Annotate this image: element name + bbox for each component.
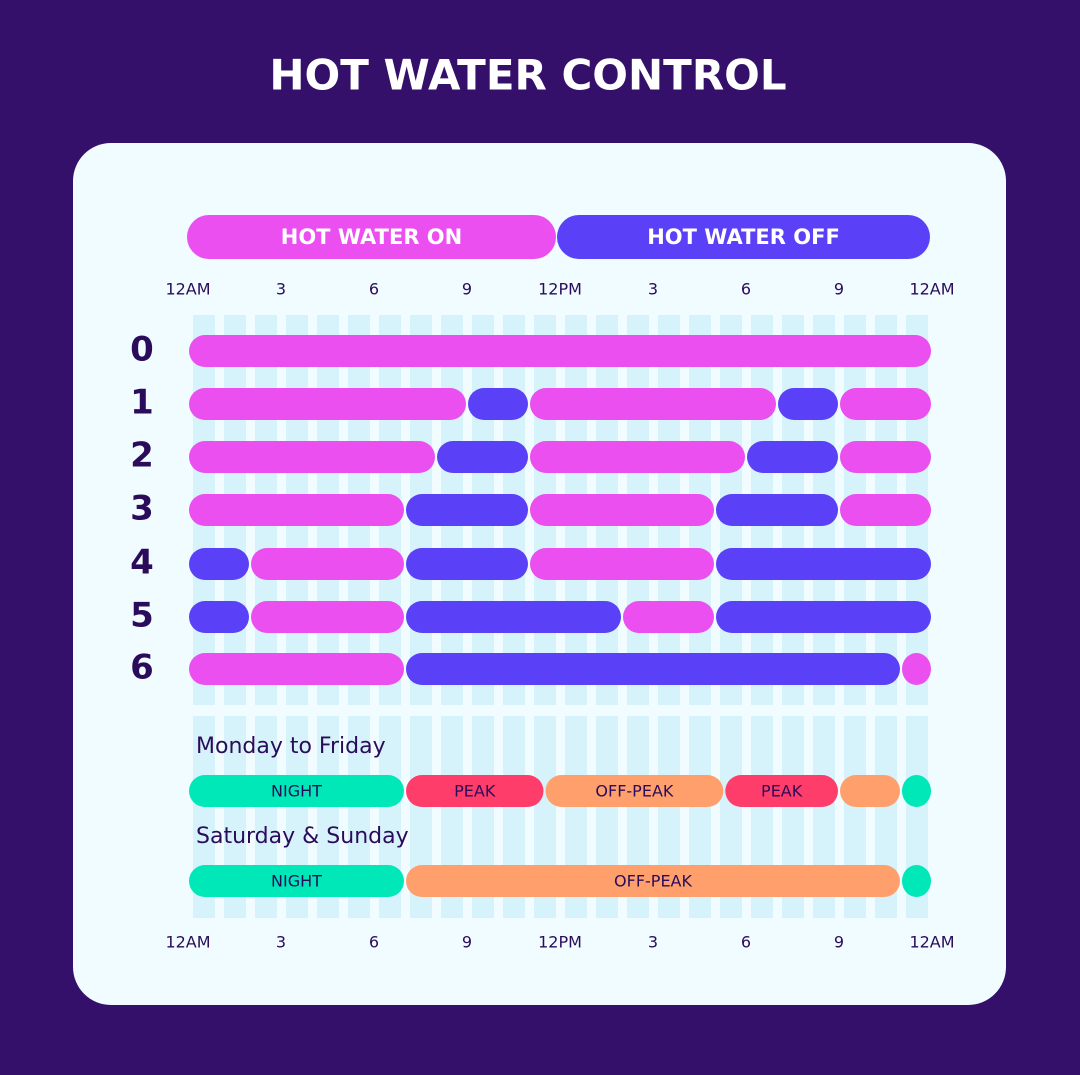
time-tick-label: 9 [834, 933, 844, 952]
program-segment [902, 653, 931, 685]
tariff-label: NIGHT [271, 872, 322, 891]
tariff-label: PEAK [761, 782, 803, 801]
program-label: 3 [130, 489, 154, 529]
program-segment [468, 388, 528, 420]
time-tick-label: 6 [369, 933, 379, 952]
program-label: 6 [130, 648, 154, 688]
tariff-segment [902, 775, 931, 807]
program-segment [437, 441, 528, 473]
program-segment [189, 335, 931, 367]
program-segment [189, 601, 249, 633]
time-tick-label: 9 [834, 280, 844, 299]
program-segment [189, 653, 404, 685]
program-segment [840, 494, 931, 526]
program-segment [716, 548, 931, 580]
time-tick-label: 12PM [538, 933, 582, 952]
program-segment [530, 441, 745, 473]
title: HOT WATER CONTROL [269, 51, 786, 100]
legend-label: HOT WATER ON [281, 225, 462, 249]
tariff-label: OFF-PEAK [595, 782, 673, 801]
program-segment [189, 548, 249, 580]
tariff-day-label: Saturday & Sunday [196, 824, 409, 849]
program-label: 4 [130, 543, 154, 583]
tariff-segment [545, 775, 724, 807]
program-segment [716, 494, 838, 526]
tariff-segment [406, 775, 544, 807]
tariff-segment [189, 865, 404, 897]
program-segment [840, 441, 931, 473]
time-tick-label: 12AM [909, 280, 954, 299]
tariff-day-label: Monday to Friday [196, 734, 386, 759]
tariff-segment [189, 775, 404, 807]
program-segment [251, 548, 404, 580]
time-tick-label: 3 [648, 933, 658, 952]
program-label: 5 [130, 596, 154, 636]
program-label: 0 [130, 330, 154, 370]
program-segment [623, 601, 714, 633]
program-segment [406, 494, 528, 526]
program-segment [840, 388, 931, 420]
time-tick-label: 6 [741, 933, 751, 952]
time-tick-label: 6 [741, 280, 751, 299]
time-tick-label: 9 [462, 280, 472, 299]
program-segment [778, 388, 838, 420]
program-segment [189, 388, 466, 420]
program-segment [406, 601, 621, 633]
legend-pill [187, 215, 556, 259]
time-tick-label: 3 [276, 933, 286, 952]
program-segment [716, 601, 931, 633]
tariff-label: OFF-PEAK [614, 872, 692, 891]
time-tick-label: 6 [369, 280, 379, 299]
tariff-segment [840, 775, 900, 807]
time-tick-label: 12AM [909, 933, 954, 952]
time-tick-label: 12AM [165, 933, 210, 952]
tariff-label: PEAK [454, 782, 496, 801]
program-segment [251, 601, 404, 633]
program-segment [189, 441, 435, 473]
tariff-segment [902, 865, 931, 897]
legend-pill [557, 215, 930, 259]
time-tick-label: 12AM [165, 280, 210, 299]
program-segment [189, 494, 404, 526]
program-segment [530, 548, 714, 580]
tariff-segment [406, 865, 900, 897]
tariff-segment [725, 775, 838, 807]
tariff-label: NIGHT [271, 782, 322, 801]
program-segment [747, 441, 838, 473]
time-tick-label: 3 [276, 280, 286, 299]
program-label: 1 [130, 383, 154, 423]
legend-label: HOT WATER OFF [647, 225, 840, 249]
program-segment [530, 388, 776, 420]
time-tick-label: 9 [462, 933, 472, 952]
program-segment [406, 653, 900, 685]
program-segment [406, 548, 528, 580]
program-segment [530, 494, 714, 526]
time-tick-label: 3 [648, 280, 658, 299]
program-label: 2 [130, 436, 154, 476]
time-tick-label: 12PM [538, 280, 582, 299]
